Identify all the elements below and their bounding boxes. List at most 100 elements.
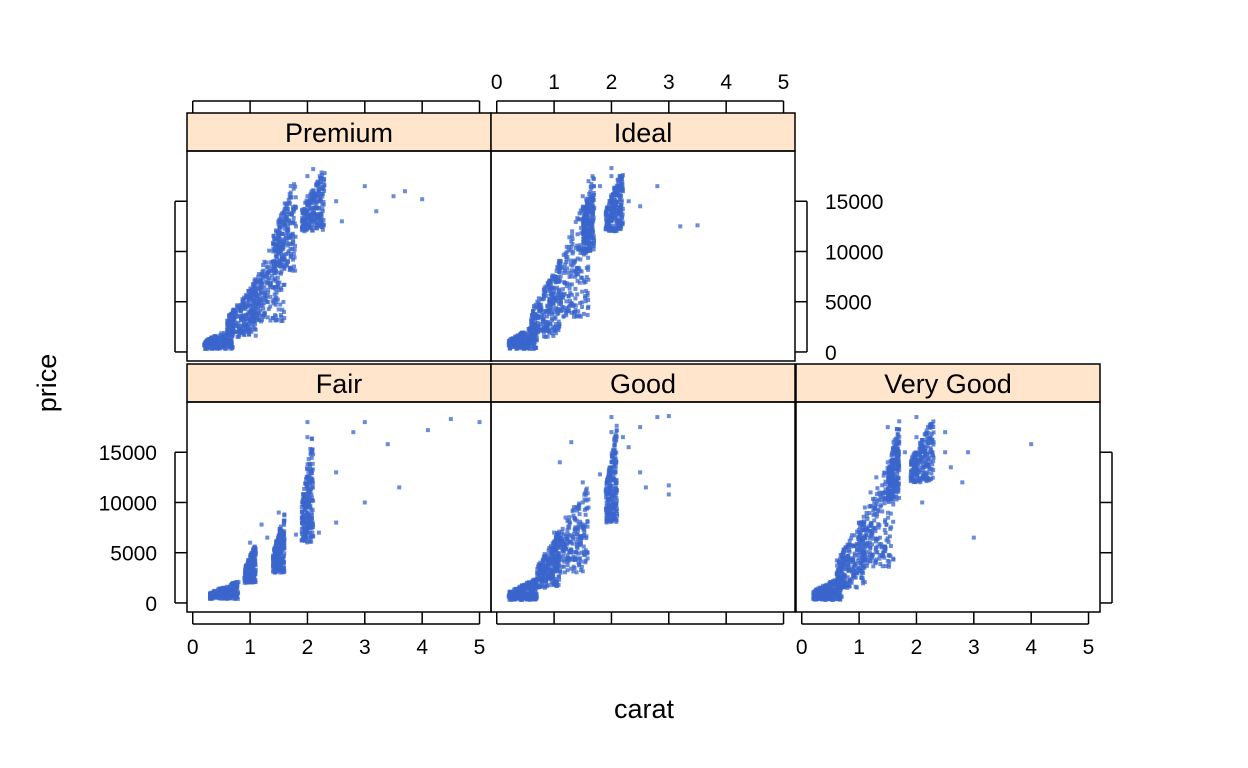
data-point	[311, 167, 316, 172]
data-point	[268, 260, 273, 265]
data-point	[892, 488, 897, 493]
data-point	[293, 268, 298, 273]
data-point	[537, 309, 542, 314]
data-point	[614, 199, 619, 204]
data-point	[569, 274, 574, 279]
data-point	[556, 291, 561, 296]
data-point	[305, 510, 310, 515]
data-point	[557, 323, 562, 328]
data-point	[258, 291, 263, 296]
data-point	[311, 534, 316, 539]
data-point	[837, 560, 842, 565]
data-point	[583, 512, 588, 517]
point-group	[202, 167, 425, 351]
data-point	[282, 316, 287, 321]
data-point	[620, 184, 625, 189]
data-point	[576, 522, 581, 527]
data-point	[274, 299, 279, 304]
data-point	[253, 563, 258, 568]
data-point	[583, 233, 588, 238]
data-point	[606, 202, 611, 207]
data-point	[286, 197, 291, 202]
data-point	[872, 499, 877, 504]
data-point	[544, 326, 549, 331]
data-point	[511, 596, 516, 601]
data-point	[251, 557, 256, 562]
data-point	[233, 329, 238, 334]
data-point	[569, 244, 574, 249]
data-point	[851, 566, 856, 571]
data-point	[533, 345, 538, 350]
data-point	[847, 565, 852, 570]
data-point	[546, 568, 551, 573]
data-point	[270, 285, 275, 290]
data-point	[817, 587, 822, 592]
data-point	[562, 280, 567, 285]
data-point	[556, 583, 561, 588]
data-point	[448, 417, 453, 422]
data-point	[548, 574, 553, 579]
data-point	[248, 557, 253, 562]
data-point	[881, 490, 886, 495]
data-point	[513, 591, 518, 596]
data-point	[510, 338, 515, 343]
data-point	[274, 539, 279, 544]
data-point	[893, 447, 898, 452]
data-point	[859, 575, 864, 580]
data-point	[208, 338, 213, 343]
data-point	[886, 486, 891, 491]
data-point	[578, 243, 583, 248]
data-point	[882, 549, 887, 554]
data-point	[834, 585, 839, 590]
data-point	[573, 557, 578, 562]
data-point	[847, 549, 852, 554]
data-point	[890, 470, 895, 475]
data-point	[556, 308, 561, 313]
data-point	[820, 596, 825, 601]
data-point	[259, 522, 264, 527]
data-point	[614, 208, 619, 213]
data-point	[542, 576, 547, 581]
data-point	[246, 329, 251, 334]
data-point	[840, 572, 845, 577]
data-point	[591, 176, 596, 181]
data-point	[546, 320, 551, 325]
data-point	[862, 535, 867, 540]
data-point	[558, 258, 563, 263]
data-point	[577, 506, 582, 511]
data-point	[308, 503, 313, 508]
data-point	[539, 315, 544, 320]
data-point	[319, 225, 324, 230]
data-point	[282, 551, 287, 556]
data-point	[867, 558, 872, 563]
data-point	[320, 173, 325, 178]
data-point	[859, 520, 864, 525]
data-point	[613, 481, 618, 486]
data-point	[571, 569, 576, 574]
data-point	[520, 333, 525, 338]
data-point	[310, 498, 315, 503]
data-point	[545, 304, 550, 309]
data-point	[247, 297, 252, 302]
data-point	[894, 494, 899, 499]
data-point	[283, 262, 288, 267]
data-point	[303, 504, 308, 509]
data-point	[606, 509, 611, 514]
data-point	[588, 248, 593, 253]
data-point	[211, 594, 216, 599]
data-point	[604, 487, 609, 492]
data-point	[284, 251, 289, 256]
data-point	[610, 499, 615, 504]
data-point	[880, 483, 885, 488]
data-point	[319, 170, 324, 175]
data-point	[560, 526, 565, 531]
data-point	[362, 184, 367, 189]
data-point	[269, 264, 274, 269]
data-point	[316, 223, 321, 228]
data-point	[609, 484, 614, 489]
data-point	[285, 210, 290, 215]
data-point	[285, 243, 290, 248]
panel-premium: Premium	[186, 112, 492, 362]
data-point	[282, 213, 287, 218]
